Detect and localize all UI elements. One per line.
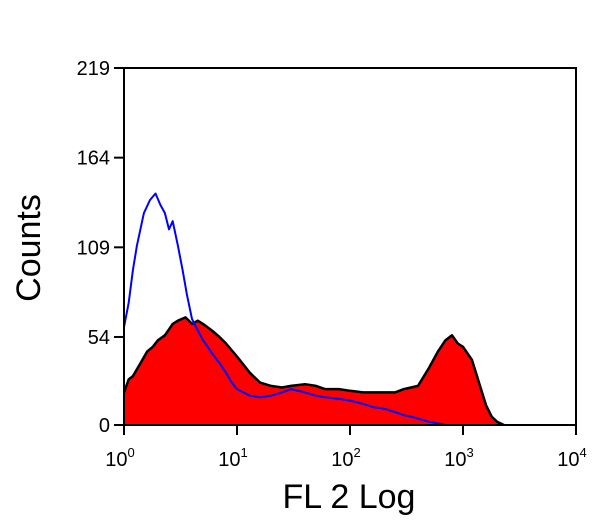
series-0-outline — [122, 316, 505, 427]
y-axis-title: Counts — [10, 194, 48, 302]
y-tick-label-0: 0 — [99, 415, 110, 437]
y-tick-label-1: 54 — [88, 327, 110, 349]
x-axis: 100 101 102 103 104 — [105, 425, 587, 471]
series-1-line — [123, 192, 446, 426]
chart-marks — [122, 192, 505, 427]
x-tick-label-3: 103 — [444, 445, 473, 471]
x-tick-label-2: 102 — [331, 445, 360, 471]
series-0-fill — [124, 317, 504, 425]
y-tick-label-2: 109 — [77, 237, 110, 259]
y-tick-label-3: 164 — [77, 148, 110, 170]
x-tick-label-0: 100 — [105, 445, 134, 471]
x-axis-title: FL 2 Log — [283, 478, 416, 516]
x-tick-label-4: 104 — [557, 445, 586, 471]
y-axis: 0 54 109 164 219 — [77, 58, 124, 437]
y-tick-label-4: 219 — [77, 58, 110, 80]
x-tick-label-1: 101 — [218, 445, 247, 471]
